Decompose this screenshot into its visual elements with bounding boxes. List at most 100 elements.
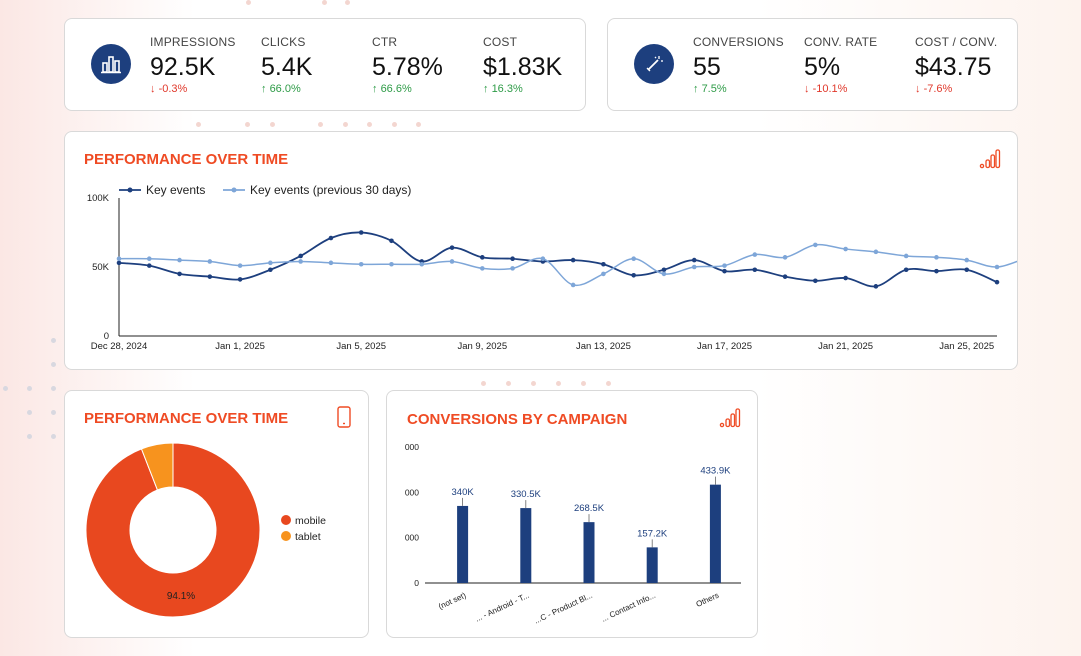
arrow-down-icon: ↓ xyxy=(915,83,924,95)
arrow-down-icon: ↓ xyxy=(150,83,159,95)
data-point xyxy=(540,256,546,262)
y-tick-label: 50K xyxy=(92,262,110,273)
x-tick-label: Dec 28, 2024 xyxy=(91,341,148,352)
kpi-value: 5.4K xyxy=(261,53,313,81)
card-title: PERFORMANCE OVER TIME xyxy=(84,151,289,168)
arrow-up-icon: ↑ xyxy=(372,83,381,95)
mobile-phone-icon xyxy=(336,406,352,433)
data-point xyxy=(722,263,727,268)
data-point xyxy=(449,245,455,250)
data-point xyxy=(268,267,273,273)
kpi-label: CONVERSIONS xyxy=(693,35,784,49)
data-label: 157.2K xyxy=(637,528,668,539)
bar xyxy=(646,547,658,583)
data-label: 340K xyxy=(452,487,475,498)
kpi-ctr: CTR 5.78% ↑ 66.6% xyxy=(372,35,482,95)
data-point xyxy=(146,263,152,268)
x-tick-label: Jan 17, 2025 xyxy=(697,341,752,352)
x-tick-label: ... - Android - T... xyxy=(474,591,531,624)
data-point xyxy=(570,257,576,263)
arrow-up-icon: ↑ xyxy=(483,83,492,95)
data-point xyxy=(449,259,455,264)
data-point xyxy=(994,264,1000,270)
bar xyxy=(709,484,721,583)
bar xyxy=(583,522,595,583)
signal-bars-icon xyxy=(719,407,741,434)
line-chart: 0 50K 100K Dec 28, 2024 Jan 1, 2025 Jan 5, 20… xyxy=(87,183,1017,352)
card-title: PERFORMANCE OVER TIME xyxy=(84,410,289,427)
legend-marker xyxy=(281,515,291,525)
data-point xyxy=(358,230,364,235)
x-tick-label: Others xyxy=(695,591,721,609)
kpi-impressions: IMPRESSIONS 92.5K ↓ -0.3% xyxy=(150,35,260,95)
data-point xyxy=(207,259,213,264)
legend-marker xyxy=(231,187,237,193)
data-point xyxy=(480,255,485,260)
data-point xyxy=(389,238,394,244)
data-point xyxy=(510,256,515,262)
pie-slice-mobile xyxy=(85,442,261,618)
pie-chart: 94.1% mobile tablet xyxy=(85,442,326,618)
kpi-value: 92.5K xyxy=(150,53,216,81)
kpi-value: $1.83K xyxy=(483,53,563,81)
data-point xyxy=(752,267,758,273)
data-point xyxy=(328,260,334,266)
data-point xyxy=(570,282,576,288)
kpi-delta: ↑ 7.5% xyxy=(693,83,727,95)
magic-wand-icon xyxy=(634,44,674,84)
x-tick-label: (not set) xyxy=(437,591,468,612)
kpi-delta: ↓ -10.1% xyxy=(804,83,848,95)
data-point xyxy=(328,235,334,241)
y-tick-label: 000 xyxy=(405,533,419,543)
data-point xyxy=(419,261,425,267)
data-point xyxy=(116,256,122,262)
kpi-label: CLICKS xyxy=(261,35,306,49)
pie-slice-tablet xyxy=(140,442,174,491)
data-point xyxy=(601,261,606,267)
data-label: 268.5K xyxy=(574,503,605,514)
data-point xyxy=(237,263,243,268)
data-point xyxy=(146,256,152,262)
data-point xyxy=(873,284,879,289)
legend-label: tablet xyxy=(295,531,321,543)
data-point xyxy=(782,274,788,279)
kpi-label: CONV. RATE xyxy=(804,35,878,49)
data-point xyxy=(843,246,848,252)
data-point xyxy=(177,257,182,263)
data-point xyxy=(691,264,697,270)
y-tick-label: 0 xyxy=(104,331,109,342)
kpi-delta: ↑ 16.3% xyxy=(483,83,523,95)
kpi-label: COST xyxy=(483,35,518,49)
kpi-delta: ↓ -7.6% xyxy=(915,83,953,95)
arrow-down-icon: ↓ xyxy=(804,83,813,95)
signal-bars-icon xyxy=(979,148,1001,175)
pie-chart-card: PERFORMANCE OVER TIME 94.1% mobile tablet xyxy=(64,390,369,638)
y-tick-label: 100K xyxy=(87,193,110,204)
data-point xyxy=(116,260,122,266)
x-tick-label: Jan 9, 2025 xyxy=(457,341,507,352)
arrow-up-icon: ↑ xyxy=(261,83,270,95)
data-point xyxy=(177,271,182,277)
bar-chart-card: CONVERSIONS BY CAMPAIGN 0 000 000 000 340K (n… xyxy=(386,390,758,638)
series-line-key-events-previous xyxy=(118,243,1017,287)
x-tick-label: Jan 21, 2025 xyxy=(818,341,873,352)
kpi-value: 5.78% xyxy=(372,53,443,81)
y-tick-label: 000 xyxy=(405,487,419,497)
x-tick-label: ... Contact Info... xyxy=(600,591,657,624)
kpi-delta: ↑ 66.6% xyxy=(372,83,412,95)
data-point xyxy=(722,268,727,274)
bar-chart-icon xyxy=(91,44,131,84)
kpi-delta: ↑ 66.0% xyxy=(261,83,301,95)
legend-marker xyxy=(127,187,133,193)
kpi-value: 5% xyxy=(804,53,841,81)
data-point xyxy=(752,252,758,257)
kpi-delta: ↓ -0.3% xyxy=(150,83,188,95)
kpi-label: COST / CONV. xyxy=(915,35,998,49)
data-point xyxy=(782,255,788,260)
y-tick-label: 000 xyxy=(405,442,419,452)
data-point xyxy=(661,267,667,273)
data-point xyxy=(964,257,970,263)
data-point xyxy=(934,268,939,274)
kpi-value: 55 xyxy=(693,53,721,81)
x-tick-label: Jan 5, 2025 xyxy=(336,341,386,352)
